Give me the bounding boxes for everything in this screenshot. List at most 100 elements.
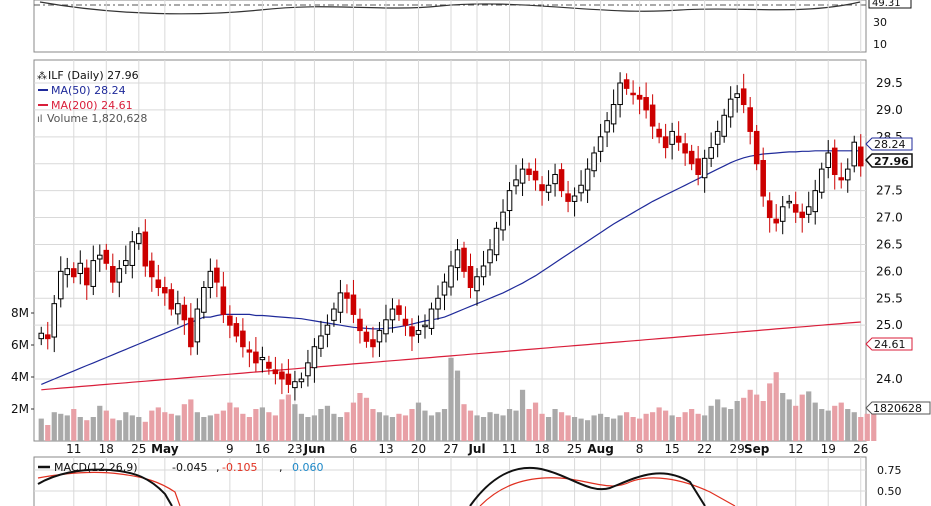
candle — [753, 124, 760, 171]
candle-body — [493, 227, 500, 256]
x-tick-label: Sep — [744, 442, 770, 456]
candle-body — [857, 146, 864, 167]
candle-body — [708, 147, 714, 159]
volume-bar — [669, 415, 675, 441]
volume-bar — [493, 413, 500, 441]
x-tick-label: 22 — [697, 442, 712, 456]
volume-bar — [708, 405, 714, 441]
legend-symbol-icon: ⁂ — [37, 70, 47, 82]
volume-bar — [123, 412, 129, 441]
volume-bar — [773, 372, 779, 441]
volume-bar — [845, 409, 851, 441]
candle — [415, 315, 422, 343]
volume-bar — [38, 418, 44, 441]
volume-bar — [760, 401, 766, 441]
macd-line — [37, 468, 173, 506]
candle-body — [591, 152, 597, 172]
volume-bar — [162, 412, 168, 441]
candle-body — [584, 168, 591, 191]
volume-bar — [474, 415, 480, 441]
candle — [331, 302, 337, 327]
x-tick-label: 19 — [821, 442, 836, 456]
volume-bar — [552, 409, 558, 441]
rsi-tick-10: 10 — [873, 38, 887, 51]
candle-body — [721, 114, 727, 137]
candle — [428, 302, 435, 335]
volume-bar — [871, 409, 877, 441]
candle-body — [734, 93, 740, 99]
candle — [467, 253, 474, 299]
candle — [253, 337, 259, 372]
candle-body — [441, 281, 448, 296]
volume-bar — [337, 417, 344, 441]
volume-bar — [116, 420, 122, 441]
candle — [825, 140, 832, 179]
candle-body — [259, 356, 266, 361]
x-tick-label: 11 — [502, 442, 517, 456]
x-tick-label: 18 — [534, 442, 549, 456]
candle-body — [181, 304, 188, 321]
candle — [441, 273, 448, 311]
candle — [318, 320, 324, 357]
candle — [123, 245, 129, 275]
candle — [103, 243, 110, 270]
candle — [70, 262, 77, 284]
candle-body — [123, 260, 129, 266]
candle-body — [285, 373, 292, 385]
candle — [675, 121, 682, 151]
candle-body — [70, 268, 77, 278]
candle-body — [610, 104, 617, 125]
x-tick-label: 26 — [853, 442, 868, 456]
candle — [175, 290, 181, 325]
volume-bars — [38, 357, 877, 441]
candle-body — [623, 79, 630, 89]
candle-body — [714, 130, 721, 145]
candle-body — [461, 247, 467, 272]
candle-body — [129, 241, 136, 266]
volume-bar — [715, 399, 721, 441]
x-tick-label: 16 — [255, 442, 270, 456]
candle-body — [266, 361, 272, 369]
macd-sep-2: , — [279, 461, 283, 474]
price-grid — [34, 82, 866, 380]
candle — [669, 122, 675, 160]
price-tick-label: 24.0 — [876, 372, 903, 386]
candle — [506, 182, 513, 226]
candle — [630, 80, 636, 105]
volume-bar — [728, 409, 734, 441]
macd-tick-050: 0.50 — [877, 485, 902, 498]
x-axis: 11 18 25 May 9 16 23 Jun 6 13 20 27 Jul 11 18 25 Aug 8 15 2… — [66, 442, 868, 456]
macd-tick-075: 0.75 — [877, 464, 902, 477]
candle — [701, 149, 708, 193]
candle-body — [695, 158, 701, 175]
volume-bar — [578, 418, 584, 441]
macd-sep-1: , — [216, 461, 220, 474]
volume-bar — [279, 399, 285, 441]
candle — [142, 219, 149, 277]
volume-bar — [519, 389, 526, 441]
rsi-value-tag — [868, 0, 912, 9]
candle — [597, 123, 604, 163]
volume-bar — [409, 409, 415, 441]
volume-bar — [597, 413, 604, 441]
candle-body — [448, 265, 454, 288]
candle — [240, 318, 246, 358]
candle-body — [272, 369, 279, 375]
volume-bar — [344, 412, 350, 441]
candle-body — [422, 324, 428, 328]
candle — [604, 112, 610, 148]
candle — [233, 317, 240, 343]
candle — [324, 314, 331, 348]
candle — [682, 133, 688, 166]
candle-body — [389, 308, 396, 321]
candle — [363, 325, 370, 348]
volume-bar — [532, 402, 539, 441]
candle — [591, 146, 597, 178]
candle — [734, 85, 740, 113]
volume-bar — [266, 412, 272, 441]
candle — [688, 144, 695, 171]
candle-body — [500, 211, 506, 231]
volume-bar — [175, 415, 181, 441]
candle — [552, 163, 558, 197]
